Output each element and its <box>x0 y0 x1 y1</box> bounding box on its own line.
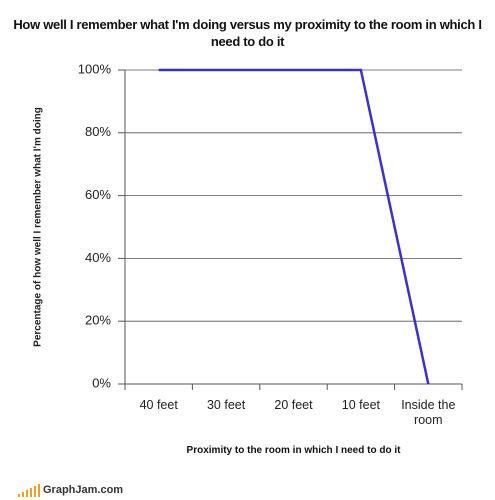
chart-title: How well I remember what I'm doing versu… <box>13 17 482 49</box>
y-tick-label: 80% <box>85 124 111 139</box>
y-axis-label: Percentage of how well I remember what I… <box>33 107 44 347</box>
x-tick-label: 40 feet <box>139 398 178 412</box>
y-tick-label: 0% <box>92 375 111 390</box>
x-tick-label: 30 feet <box>206 398 246 412</box>
watermark: GraphJam.com <box>43 484 124 496</box>
x-tick-label: 20 feet <box>274 398 313 412</box>
x-axis-label: Proximity to the room in which I need to… <box>186 445 401 456</box>
y-tick-label: 60% <box>85 187 111 202</box>
y-tick-label: 20% <box>85 313 111 328</box>
y-tick-label: 100% <box>78 61 112 76</box>
watermark-icon <box>18 484 40 497</box>
data-line <box>158 68 430 385</box>
x-tick-label: Inside the room <box>401 398 456 427</box>
y-tick-label: 40% <box>85 250 111 265</box>
x-tick-label: 10 feet <box>341 398 380 412</box>
